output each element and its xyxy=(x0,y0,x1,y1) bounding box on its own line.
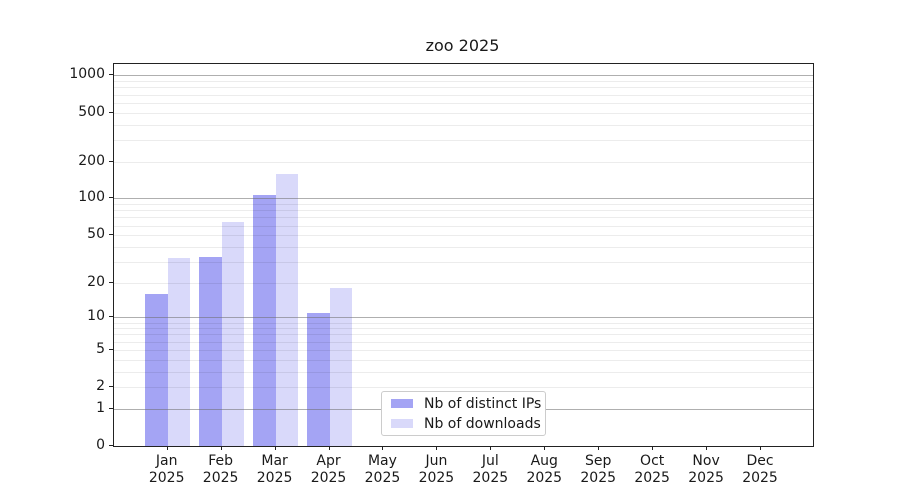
y-tick-mark xyxy=(109,407,113,409)
y-tick-label-20: 20 xyxy=(87,273,105,290)
bar-distinct-ips xyxy=(199,256,222,446)
x-tick-label-jan: Jan 2025 xyxy=(148,453,185,486)
x-tick-label-oct: Oct 2025 xyxy=(634,453,670,486)
gridline-minor-20 xyxy=(114,282,813,284)
x-tick-mark xyxy=(706,446,708,450)
gridline-minor-500 xyxy=(114,112,813,114)
y-tick-mark xyxy=(109,445,113,446)
gridline-minor-5 xyxy=(114,349,813,351)
bar-downloads xyxy=(329,288,353,446)
y-tick-mark xyxy=(109,348,113,350)
y-tick-mark xyxy=(109,281,113,283)
gridline-minor-4 xyxy=(114,359,813,361)
gridline-minor-80 xyxy=(114,210,813,212)
x-tick-mark xyxy=(598,446,600,450)
x-tick-label-apr: Apr 2025 xyxy=(310,453,347,486)
y-tick-label-5: 5 xyxy=(96,340,105,357)
x-tick-label-jul: Jul 2025 xyxy=(472,453,509,486)
legend-label-distinct-ips: Nb of distinct IPs xyxy=(424,395,542,412)
x-tick-label-sep: Sep 2025 xyxy=(580,453,617,486)
x-tick-mark xyxy=(274,446,276,450)
y-tick-label-10: 10 xyxy=(87,308,105,325)
y-tick-mark xyxy=(109,160,113,162)
y-tick-label-500: 500 xyxy=(78,103,105,120)
y-tick-label-0: 0 xyxy=(96,437,105,453)
y-tick-label-1: 1 xyxy=(96,399,105,416)
x-tick-label-dec: Dec 2025 xyxy=(742,453,778,486)
y-tick-label-200: 200 xyxy=(78,152,105,169)
x-tick-mark xyxy=(544,446,546,450)
gridline-major-1000 xyxy=(114,75,813,77)
gridline-minor-8 xyxy=(114,328,813,330)
x-tick-mark xyxy=(382,446,384,450)
gridline-minor-30 xyxy=(114,261,813,263)
gridline-minor-800 xyxy=(114,87,813,89)
gridline-minor-700 xyxy=(114,94,813,96)
x-tick-mark xyxy=(760,446,762,450)
y-tick-label-50: 50 xyxy=(87,226,105,243)
legend-label-downloads: Nb of downloads xyxy=(424,415,541,432)
bar-distinct-ips xyxy=(307,312,330,446)
x-tick-mark xyxy=(490,446,492,450)
gridline-minor-2 xyxy=(114,387,813,389)
gridline-minor-900 xyxy=(114,81,813,83)
x-tick-mark xyxy=(220,446,222,450)
legend-item-distinct-ips: Nb of distinct IPs xyxy=(382,395,545,412)
chart-title: zoo 2025 xyxy=(425,36,500,55)
x-tick-label-mar: Mar 2025 xyxy=(256,453,293,486)
gridline-major-10 xyxy=(114,317,813,319)
gridline-minor-60 xyxy=(114,225,813,227)
bar-downloads xyxy=(167,258,191,446)
legend: Nb of distinct IPs Nb of downloads xyxy=(381,391,546,436)
x-tick-mark xyxy=(652,446,654,450)
y-tick-label-1000: 1000 xyxy=(69,66,105,83)
gridline-minor-40 xyxy=(114,246,813,248)
gridline-minor-400 xyxy=(114,124,813,126)
gridline-minor-300 xyxy=(114,139,813,141)
gridline-minor-6 xyxy=(114,341,813,343)
gridline-minor-9 xyxy=(114,322,813,324)
y-tick-mark xyxy=(109,234,113,236)
gridline-minor-7 xyxy=(114,334,813,336)
gridline-minor-3 xyxy=(114,371,813,373)
legend-swatch-distinct-ips xyxy=(391,399,413,408)
plot-area xyxy=(113,63,814,447)
legend-swatch-downloads xyxy=(391,419,413,428)
x-tick-label-aug: Aug 2025 xyxy=(526,453,563,486)
bar-downloads xyxy=(275,174,299,446)
x-tick-mark xyxy=(436,446,438,450)
legend-item-downloads: Nb of downloads xyxy=(382,415,545,432)
y-tick-mark xyxy=(109,386,113,388)
gridline-minor-600 xyxy=(114,102,813,104)
gridline-major-100 xyxy=(114,198,813,200)
gridline-minor-70 xyxy=(114,217,813,219)
x-tick-label-jun: Jun 2025 xyxy=(418,453,455,486)
x-tick-label-may: May 2025 xyxy=(364,453,401,486)
y-tick-mark xyxy=(109,316,113,318)
x-tick-mark xyxy=(328,446,330,450)
y-tick-mark xyxy=(109,111,113,113)
y-tick-label-100: 100 xyxy=(78,189,105,206)
bar-distinct-ips xyxy=(145,294,168,446)
y-tick-mark xyxy=(109,197,113,199)
gridline-minor-200 xyxy=(114,161,813,163)
x-tick-label-feb: Feb 2025 xyxy=(202,453,239,486)
bar-downloads xyxy=(221,222,245,446)
y-tick-mark xyxy=(109,74,113,76)
x-tick-label-nov: Nov 2025 xyxy=(688,453,724,486)
gridline-minor-50 xyxy=(114,235,813,237)
gridline-minor-90 xyxy=(114,204,813,206)
x-tick-mark xyxy=(166,446,168,450)
y-tick-label-2: 2 xyxy=(96,378,105,395)
bar-distinct-ips xyxy=(253,194,276,446)
